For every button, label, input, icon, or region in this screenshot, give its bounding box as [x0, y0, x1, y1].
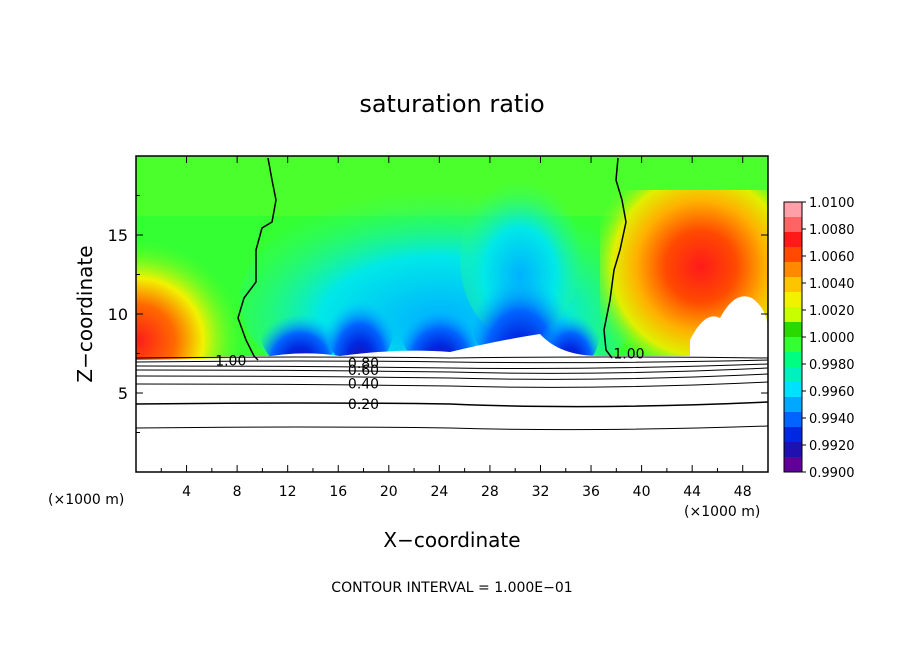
- colorbar-swatch: [784, 322, 802, 338]
- contour-line: [135, 356, 769, 359]
- colorbar-label: 1.0020: [809, 304, 855, 319]
- x-tick-label: 40: [633, 484, 651, 500]
- colorbar-swatch: [784, 427, 802, 443]
- contour-label: 0.60: [348, 363, 379, 379]
- colorbar-label: 1.0040: [809, 277, 855, 292]
- colorbar-label: 1.0080: [809, 223, 855, 238]
- colorbar-label: 1.0000: [809, 331, 855, 346]
- heatmap-field: [136, 156, 768, 472]
- blue-pocket-2: [325, 270, 395, 370]
- x-tick-label: 20: [380, 484, 398, 500]
- colorbar-swatch: [784, 367, 802, 383]
- contour-line: [135, 359, 769, 364]
- left-warm-region: [136, 230, 276, 360]
- x-axis-label: X−coordinate: [383, 528, 520, 552]
- x-tick-label: 16: [329, 484, 347, 500]
- colorbar-swatch: [784, 247, 802, 263]
- colorbar-swatch: [784, 382, 802, 398]
- contour-line: [135, 401, 769, 408]
- contour-label: 1.00: [613, 347, 644, 363]
- colorbar-label: 0.9980: [809, 358, 855, 373]
- y-tick-label: 15: [108, 226, 128, 245]
- colorbar-label: 0.9920: [809, 439, 855, 454]
- colorbar-swatch: [784, 442, 802, 458]
- contour-interval-note: CONTOUR INTERVAL = 1.000E−01: [331, 580, 572, 596]
- colorbar-swatch: [784, 262, 802, 278]
- y-tick-label: 10: [108, 305, 128, 324]
- x-tick-label: 36: [582, 484, 600, 500]
- x-tick-label: 12: [279, 484, 297, 500]
- colorbar-swatch: [784, 352, 802, 368]
- contour-label: 0.20: [348, 397, 379, 413]
- chart-title: saturation ratio: [359, 90, 544, 118]
- colorbar-swatch: [784, 397, 802, 413]
- contour-labels: 1.00 0.800.600.40 0.20 1.00: [215, 347, 644, 414]
- x-tick-label: 8: [233, 484, 242, 500]
- lower-white-region: [136, 334, 768, 472]
- x-tick-label: 28: [481, 484, 499, 500]
- blue-pocket-1: [260, 290, 340, 370]
- x-unit-right: (×1000 m): [684, 504, 760, 520]
- x-axis-ticks: 4 8 12 16 20 24 28 32 36 40 44 48: [160, 156, 752, 500]
- contour-line: [135, 373, 769, 380]
- contour-label: 0.40: [348, 377, 379, 393]
- x-tick-label: 24: [430, 484, 448, 500]
- contour-line: [135, 367, 769, 374]
- contour-1-00-left: [237, 157, 277, 361]
- colorbar-swatch: [784, 277, 802, 293]
- colorbar-label: 0.9900: [809, 466, 855, 481]
- x-tick-label: 4: [182, 484, 191, 500]
- colorbar-swatch: [784, 202, 802, 218]
- colorbar-labels: 1.0100 1.0080 1.0060 1.0040 1.0020 1.0000 0.99…: [802, 196, 855, 481]
- contour-label: 1.00: [215, 354, 246, 370]
- colorbar-swatch: [784, 457, 802, 473]
- colorbar-swatch: [784, 307, 802, 323]
- contour-line: [135, 425, 769, 431]
- contour-line: [135, 381, 769, 388]
- colorbar-swatch: [784, 292, 802, 308]
- x-tick-label: 44: [683, 484, 701, 500]
- blue-pocket-3: [400, 280, 480, 370]
- x-tick-label: 48: [734, 484, 752, 500]
- lower-contours: [135, 356, 769, 431]
- colorbar-label: 1.0100: [809, 196, 855, 211]
- x-unit-left: (×1000 m): [48, 492, 124, 508]
- contour-line: [135, 363, 769, 369]
- colorbar-label: 0.9940: [809, 412, 855, 427]
- y-tick-label: 5: [118, 384, 128, 403]
- colorbar: [783, 201, 803, 473]
- colorbar-swatch: [784, 232, 802, 248]
- colorbar-label: 0.9960: [809, 385, 855, 400]
- colorbar-swatch: [784, 337, 802, 353]
- contour-label: 0.80: [348, 356, 379, 372]
- x-tick-label: 32: [532, 484, 550, 500]
- contour-1-00-right: [603, 157, 627, 359]
- white-patch-right: [690, 296, 768, 356]
- y-axis-ticks: 5 10 15: [108, 195, 768, 433]
- y-axis-label: Z−coordinate: [73, 245, 97, 382]
- colorbar-label: 1.0060: [809, 250, 855, 265]
- colorbar-swatch: [784, 412, 802, 428]
- colorbar-swatch: [784, 217, 802, 233]
